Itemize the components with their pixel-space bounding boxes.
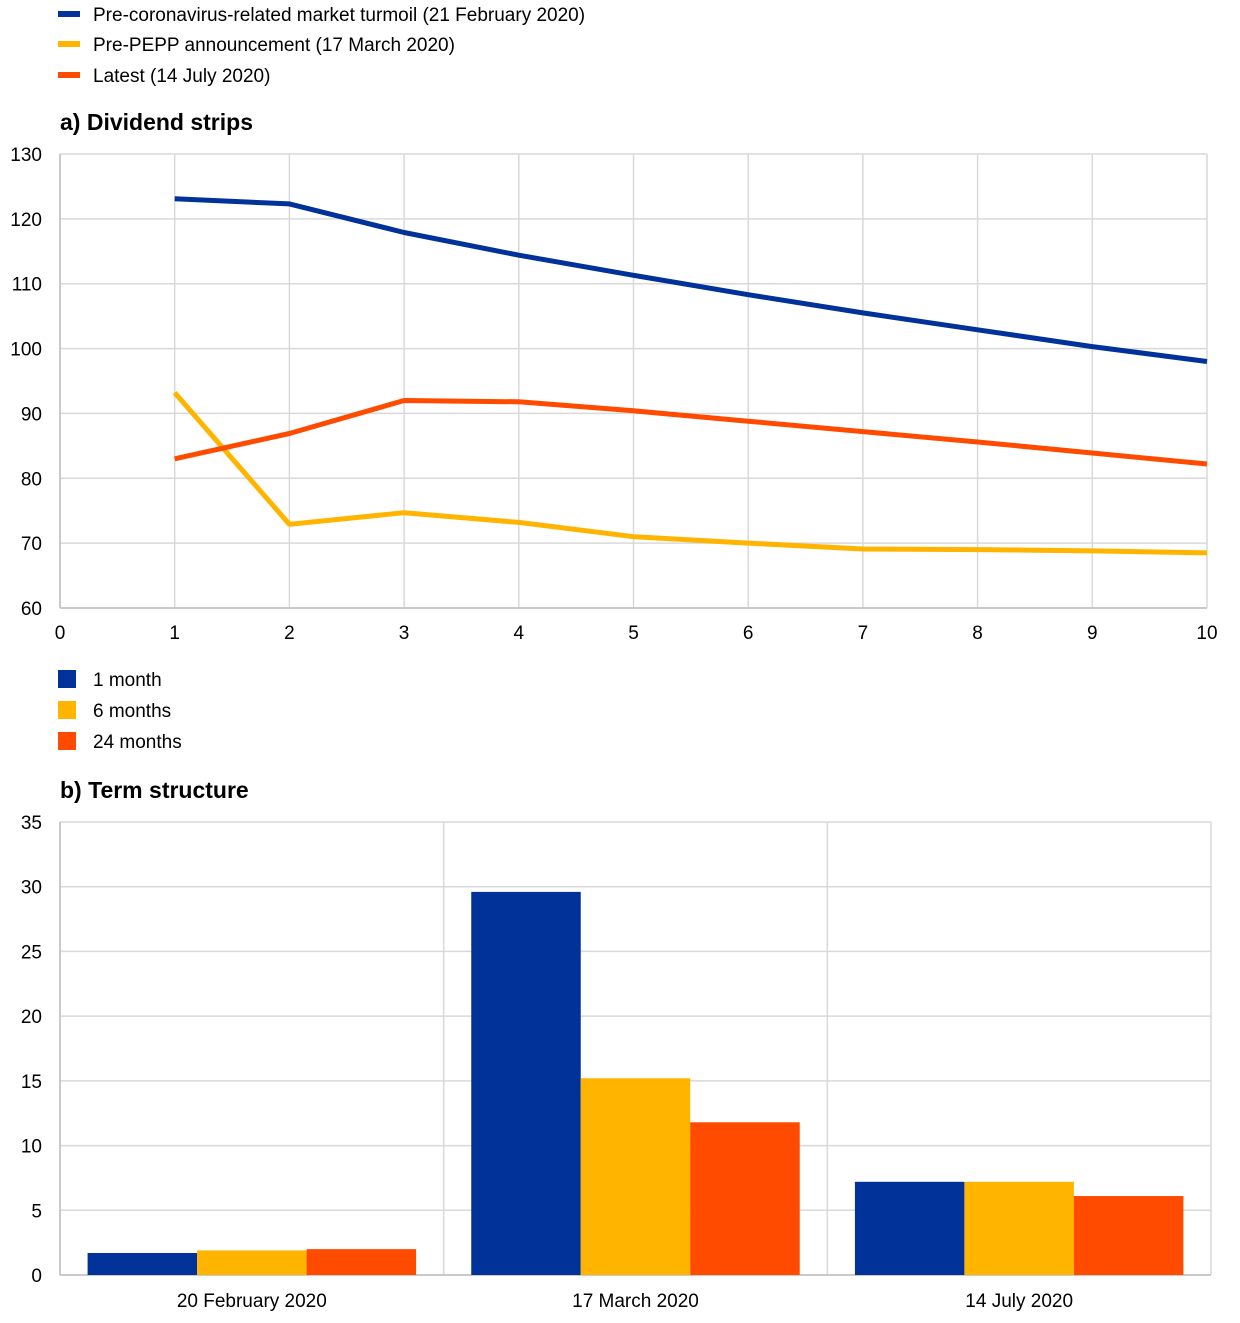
bar (854, 1181, 965, 1275)
y-tick-label: 30 (21, 878, 42, 899)
x-tick-label: 14 July 2020 (965, 1291, 1073, 1312)
y-tick-label: 80 (21, 469, 42, 490)
series-line (174, 196, 1208, 364)
x-tick-label: 8 (972, 623, 983, 644)
legend-swatch (58, 701, 76, 719)
legend-label: 6 months (93, 701, 171, 722)
y-tick-label: 20 (21, 1007, 42, 1028)
legend-label: Pre-coronavirus-related market turmoil (… (93, 5, 585, 26)
x-tick-label: 4 (514, 623, 525, 644)
x-tick-label: 10 (1196, 623, 1217, 644)
x-tick-label: 0 (55, 623, 66, 644)
legend-line-swatch (58, 72, 80, 78)
series-line (174, 398, 1208, 467)
x-tick-label: 9 (1087, 623, 1098, 644)
y-tick-label: 5 (31, 1201, 42, 1222)
y-tick-label: 0 (31, 1266, 42, 1287)
chart-title: b) Term structure (60, 777, 249, 803)
legend-swatch (58, 732, 76, 750)
legend-line-swatch (58, 41, 80, 47)
bar (471, 891, 581, 1275)
legend-label: Latest (14 July 2020) (93, 66, 270, 87)
y-tick-label: 110 (12, 275, 42, 296)
x-tick-label: 6 (743, 623, 754, 644)
x-tick-label: 17 March 2020 (572, 1291, 699, 1312)
x-tick-label: 20 February 2020 (177, 1291, 327, 1312)
y-tick-label: 35 (21, 813, 42, 834)
bar (580, 1078, 691, 1275)
y-tick-label: 120 (10, 210, 42, 231)
y-tick-label: 10 (21, 1137, 42, 1158)
x-tick-label: 1 (169, 623, 180, 644)
series-line (172, 391, 1208, 556)
x-tick-label: 7 (858, 623, 869, 644)
y-tick-label: 15 (21, 1072, 42, 1093)
legend-swatch (58, 670, 76, 688)
legend-label: 1 month (93, 670, 162, 691)
y-tick-label: 70 (21, 534, 42, 555)
bar (964, 1181, 1074, 1275)
chart-title: a) Dividend strips (60, 109, 253, 135)
y-tick-label: 60 (21, 599, 42, 620)
y-tick-label: 25 (21, 942, 42, 963)
y-tick-label: 100 (10, 340, 42, 361)
legend-label: 24 months (93, 732, 182, 753)
x-tick-label: 5 (628, 623, 639, 644)
bar (306, 1249, 417, 1275)
bar (87, 1252, 198, 1275)
bar (1073, 1196, 1184, 1275)
bar (690, 1122, 800, 1275)
bar (197, 1250, 307, 1275)
x-tick-label: 2 (284, 623, 295, 644)
x-tick-label: 3 (399, 623, 410, 644)
y-tick-label: 90 (21, 404, 42, 425)
y-tick-label: 130 (10, 145, 42, 166)
legend-line-swatch (58, 11, 80, 17)
legend-label: Pre-PEPP announcement (17 March 2020) (93, 35, 455, 56)
